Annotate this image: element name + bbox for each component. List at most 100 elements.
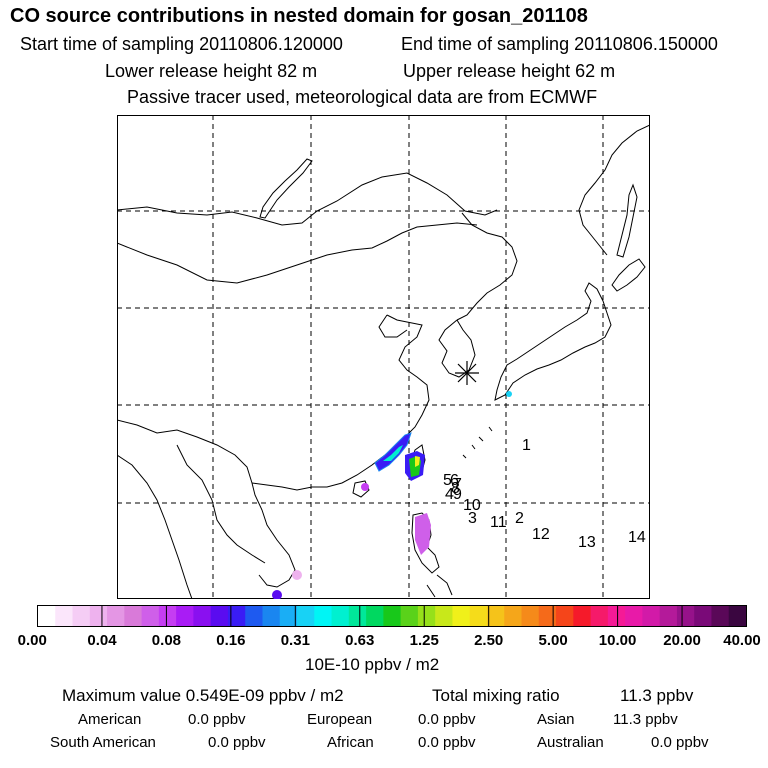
colorbar-swatch xyxy=(124,606,143,626)
colorbar-label: 0.00 xyxy=(17,632,47,649)
total-mixing-label: Total mixing ratio xyxy=(432,686,560,705)
end-time: End time of sampling 20110806.150000 xyxy=(401,34,718,54)
region-value: 0.0 ppbv xyxy=(188,711,246,728)
plume-core xyxy=(383,445,403,461)
colorbar-swatch xyxy=(676,606,695,626)
colorbar-swatch xyxy=(55,606,74,626)
colorbar-swatch xyxy=(331,606,350,626)
traj-label: 13 xyxy=(578,534,596,551)
region-name: Asian xyxy=(537,711,575,728)
region-value: 0.0 ppbv xyxy=(418,711,476,728)
colorbar-label: 0.08 xyxy=(151,632,182,649)
max-value: Maximum value 0.549E-09 ppbv / m2 xyxy=(62,686,344,705)
colorbar-label: 5.00 xyxy=(538,632,568,649)
traj-label: 14 xyxy=(628,529,646,546)
lat-lon-grid xyxy=(117,115,650,599)
map-frame xyxy=(117,115,650,599)
colorbar-swatch xyxy=(435,606,453,626)
receptor-star-icon xyxy=(455,361,479,385)
plume-spot-south xyxy=(272,590,282,599)
plume-blob xyxy=(374,432,412,472)
colorbar-swatch xyxy=(141,606,160,626)
colorbar-swatch xyxy=(89,606,108,626)
region-value: 0.0 ppbv xyxy=(651,734,709,751)
region-value: 0.0 ppbv xyxy=(418,734,476,751)
coastlines xyxy=(117,124,650,599)
traj-label: 1 xyxy=(522,437,531,454)
plume-luzon xyxy=(415,513,431,555)
lower-release-height: Lower release height 82 m xyxy=(105,61,318,81)
colorbar-swatch xyxy=(400,606,419,626)
colorbar-swatch xyxy=(694,606,712,626)
colorbar-swatch xyxy=(245,606,263,626)
plume-spot-japan xyxy=(506,391,512,397)
colorbar-swatch xyxy=(417,606,436,626)
colorbar-swatch xyxy=(314,606,333,626)
colorbar-swatch xyxy=(158,606,177,626)
colorbar-swatch xyxy=(538,606,557,626)
colorbar-swatch xyxy=(573,606,592,626)
colorbar-swatch xyxy=(366,606,384,626)
plume-spot xyxy=(361,483,369,491)
colorbar xyxy=(37,605,747,627)
colorbar-swatch xyxy=(348,606,367,626)
region-value: 0.0 ppbv xyxy=(208,734,266,751)
colorbar-label: 0.63 xyxy=(345,632,375,649)
colorbar-swatch xyxy=(659,606,678,626)
colorbar-swatch xyxy=(469,606,488,626)
colorbar-swatch xyxy=(227,606,246,626)
traj-label: 9 xyxy=(453,486,462,503)
tracer-note: Passive tracer used, meteorological data… xyxy=(127,87,598,107)
region-name: American xyxy=(78,711,142,728)
colorbar-swatch xyxy=(728,606,747,626)
colorbar-swatch xyxy=(279,606,298,626)
colorbar-label: 0.16 xyxy=(216,632,246,649)
region-name: South American xyxy=(50,734,156,751)
traj-label: 7 xyxy=(453,476,462,493)
colorbar-swatch xyxy=(521,606,540,626)
plume-peak-taiwan xyxy=(415,456,420,467)
traj-label: 3 xyxy=(468,510,477,527)
colorbar-swatch xyxy=(711,606,730,626)
colorbar-swatch xyxy=(590,606,609,626)
colorbar-swatch xyxy=(452,606,471,626)
colorbar-units: 10E-10 ppbv / m2 xyxy=(305,655,440,674)
colorbar-swatch xyxy=(383,606,402,626)
region-value: 11.3 ppbv xyxy=(613,711,678,728)
traj-label: 6 xyxy=(450,472,459,489)
colorbar-label: 0.04 xyxy=(87,632,117,649)
colorbar-swatch xyxy=(176,606,194,626)
total-mixing-value: 11.3 ppbv xyxy=(620,686,694,705)
colorbar-label: 20.00 xyxy=(663,632,701,649)
colorbar-swatch xyxy=(556,606,574,626)
concentration-plume xyxy=(272,391,512,599)
traj-label: 2 xyxy=(515,510,524,527)
plume-spot-vn xyxy=(292,570,302,580)
colorbar-swatch xyxy=(262,606,281,626)
upper-release-height: Upper release height 62 m xyxy=(403,61,616,81)
region-name: Australian xyxy=(537,734,604,751)
start-time: Start time of sampling 20110806.120000 xyxy=(20,34,343,54)
colorbar-swatch xyxy=(210,606,229,626)
colorbar-label: 1.25 xyxy=(409,632,439,649)
colorbar-swatch xyxy=(38,606,56,626)
colorbar-swatch xyxy=(607,606,626,626)
traj-label: 11 xyxy=(490,514,507,531)
traj-label: 12 xyxy=(532,526,550,543)
colorbar-swatch xyxy=(72,606,91,626)
colorbar-swatch xyxy=(642,606,661,626)
region-name: African xyxy=(327,734,374,751)
traj-label: 4 xyxy=(445,486,454,503)
colorbar-swatch xyxy=(297,606,315,626)
colorbar-swatch xyxy=(504,606,523,626)
colorbar-label: 2.50 xyxy=(474,632,504,649)
plot-title: CO source contributions in nested domain… xyxy=(10,5,588,27)
colorbar-label: 0.31 xyxy=(280,632,310,649)
colorbar-label: 40.00 xyxy=(723,632,761,649)
traj-label: 8 xyxy=(451,480,460,497)
traj-label: 5 xyxy=(443,472,452,489)
map-panel xyxy=(117,115,650,599)
colorbar-swatch xyxy=(625,606,643,626)
colorbar-swatch xyxy=(193,606,212,626)
region-name: European xyxy=(307,711,373,728)
